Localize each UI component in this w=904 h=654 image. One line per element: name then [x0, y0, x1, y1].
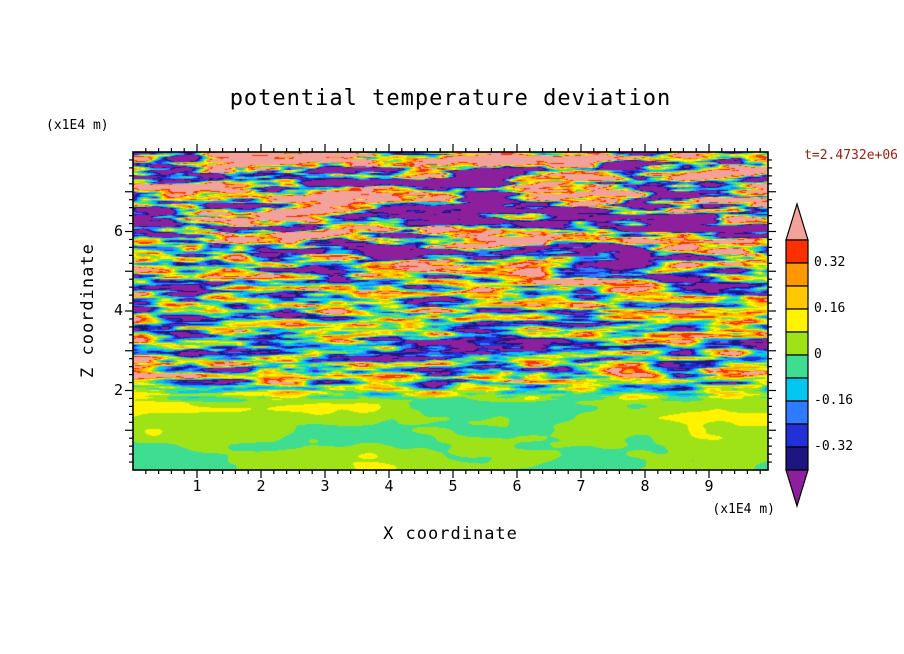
time-annotation: t=2.4732e+06: [804, 148, 898, 163]
field-canvas: [133, 152, 768, 470]
colorbar-tick-label: -0.16: [814, 393, 854, 408]
x-axis-units-label: (x1E4 m): [712, 502, 775, 517]
z-tick-label: 4: [113, 301, 123, 319]
colorbar-tick-label: -0.32: [814, 439, 854, 454]
colorbar-tick-label: 0.32: [814, 255, 846, 270]
colorbar-tick-label: 0: [814, 347, 822, 362]
z-tick-label: 2: [113, 380, 123, 399]
colorbar: [785, 202, 809, 508]
z-axis-units-label: (x1E4 m): [46, 118, 109, 133]
x-axis-title: X coordinate: [383, 524, 518, 544]
x-tick-label: 2: [256, 477, 266, 495]
x-tick-label: 3: [320, 477, 330, 495]
x-tick-label: 6: [512, 477, 522, 495]
colorbar-tick-label: 0.16: [814, 301, 846, 316]
x-tick-label: 8: [640, 477, 650, 495]
x-tick-label: 4: [384, 477, 394, 495]
x-tick-label: 7: [576, 477, 586, 495]
z-tick-label: 6: [113, 221, 123, 240]
plot-title: potential temperature deviation: [229, 86, 672, 111]
x-tick-label: 5: [448, 477, 458, 495]
x-tick-label: 1: [192, 477, 202, 495]
x-tick-label: 9: [704, 477, 714, 495]
